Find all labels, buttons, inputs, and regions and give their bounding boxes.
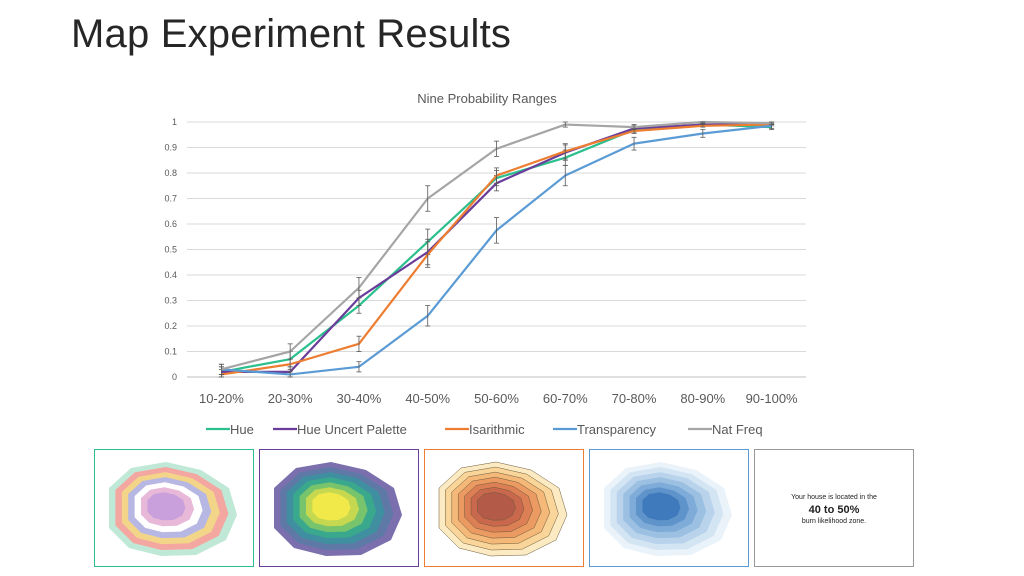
map-contour <box>147 492 186 521</box>
legend-label: Hue <box>230 422 254 437</box>
legend-label: Hue Uncert Palette <box>297 422 407 437</box>
x-tick-label: 30-40% <box>337 391 382 406</box>
y-tick-label: 0.3 <box>164 296 177 306</box>
map-contour <box>477 492 516 521</box>
series-line <box>221 124 772 376</box>
y-tick-label: 0 <box>172 372 177 382</box>
y-axis-ticks: 0 0.1 0.2 0.3 0.4 0.5 0.6 0.7 0.8 0.9 1 <box>164 117 177 382</box>
y-tick-label: 0.4 <box>164 270 177 280</box>
y-tick-label: 0.5 <box>164 245 177 255</box>
chart-title: Nine Probability Ranges <box>417 91 557 106</box>
series-isarithmic <box>218 122 775 378</box>
line-chart: Nine Probability Ranges 0 0.1 0.2 0.3 0.4 0.5… <box>164 91 806 437</box>
legend-label: Isarithmic <box>469 422 525 437</box>
series-lines <box>218 120 775 378</box>
x-tick-label: 50-60% <box>474 391 519 406</box>
y-tick-label: 0.9 <box>164 143 177 153</box>
nat-freq-text: Your house is located in the 40 to 50% bur… <box>755 494 913 525</box>
uncertainty-map-image <box>109 462 237 556</box>
map-contour <box>642 492 681 521</box>
x-axis-ticks: 10-20% 20-30% 30-40% 40-50% 50-60% 60-70% 70-8… <box>199 391 798 406</box>
legend-label: Nat Freq <box>712 422 763 437</box>
nat-freq-l1: Your house is located in the <box>791 494 877 501</box>
legend-label: Transparency <box>577 422 656 437</box>
x-tick-label: 90-100% <box>746 391 798 406</box>
nat-freq-l2: 40 to 50% <box>808 504 860 516</box>
map-contour <box>312 492 351 521</box>
gridlines <box>187 121 806 378</box>
y-tick-label: 0.8 <box>164 168 177 178</box>
x-tick-label: 10-20% <box>199 391 244 406</box>
x-tick-label: 40-50% <box>405 391 450 406</box>
uncertainty-map-image <box>604 462 732 556</box>
y-tick-label: 0.2 <box>164 321 177 331</box>
map-thumbnail-hue <box>94 449 254 567</box>
y-tick-label: 0.1 <box>164 347 177 357</box>
legend: Hue Hue Uncert Palette Isarithmic Transpare… <box>206 422 763 437</box>
slide-title: Map Experiment Results <box>71 12 512 56</box>
series-nat-freq <box>218 120 775 375</box>
x-tick-label: 70-80% <box>612 391 657 406</box>
map-thumbnail-isarithmic <box>424 449 584 567</box>
nat-freq-l3: burn likelihood zone. <box>801 518 867 525</box>
series-line <box>221 122 772 373</box>
series-line <box>221 123 772 373</box>
map-thumbnail-hue-uncert-palette <box>259 449 419 567</box>
y-tick-label: 0.6 <box>164 219 177 229</box>
uncertainty-map-image <box>274 462 402 556</box>
series-line <box>221 120 772 371</box>
x-tick-label: 80-90% <box>680 391 725 406</box>
y-tick-label: 1 <box>172 117 177 127</box>
uncertainty-map-image <box>438 461 568 557</box>
y-tick-label: 0.7 <box>164 194 177 204</box>
x-tick-label: 60-70% <box>543 391 588 406</box>
map-thumbnail-nat-freq: Your house is located in the 40 to 50% bur… <box>754 449 914 567</box>
map-thumbnail-transparency <box>589 449 749 567</box>
x-tick-label: 20-30% <box>268 391 313 406</box>
